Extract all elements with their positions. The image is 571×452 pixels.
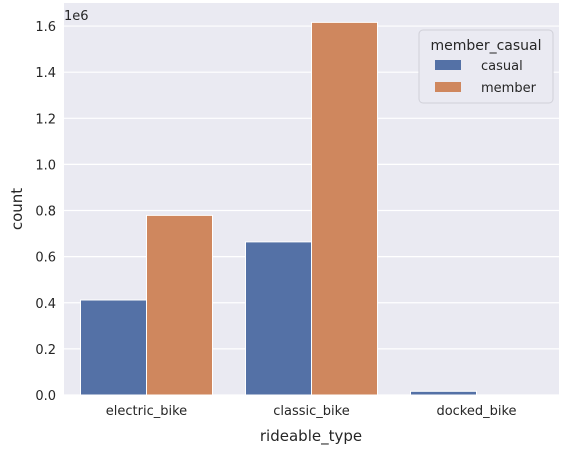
x-tick-label: classic_bike [273,404,349,419]
legend-label-member: member [481,81,537,96]
x-tick-label: electric_bike [106,404,187,419]
y-tick-label: 1.0 [35,158,56,173]
bar-casual-classic_bike [245,241,312,396]
legend-title: member_casual [430,38,541,54]
y-tick-label: 0.6 [35,251,56,266]
y-tick-label: 1.6 [35,20,56,35]
legend-label-casual: casual [481,59,523,74]
y-scale-label: 1e6 [64,9,89,24]
legend-entries: casual member [435,59,537,96]
x-tick-labels: electric_bike classic_bike docked_bike [106,404,517,419]
bar-member-electric_bike [146,214,213,396]
bar-casual-electric_bike [80,299,147,396]
y-axis-title: count [8,188,26,230]
x-axis-title: rideable_type [260,427,362,446]
y-tick-label: 0.0 [35,389,56,404]
legend-swatch-casual [435,60,461,70]
bar-casual-docked_bike [410,390,477,396]
y-tick-label: 1.4 [35,66,56,81]
y-tick-label: 0.4 [35,297,56,312]
x-tick-label: docked_bike [436,404,516,419]
bars [80,21,477,396]
y-tick-labels: 0.0 0.2 0.4 0.6 0.8 1.0 1.2 1.4 1.6 [35,20,56,404]
legend: member_casual casual member [418,29,554,104]
y-tick-label: 0.8 [35,205,56,220]
legend-swatch-member [435,82,461,92]
bar-member-classic_bike [311,21,378,396]
y-tick-label: 1.2 [35,112,56,127]
y-tick-label: 0.2 [35,343,56,358]
